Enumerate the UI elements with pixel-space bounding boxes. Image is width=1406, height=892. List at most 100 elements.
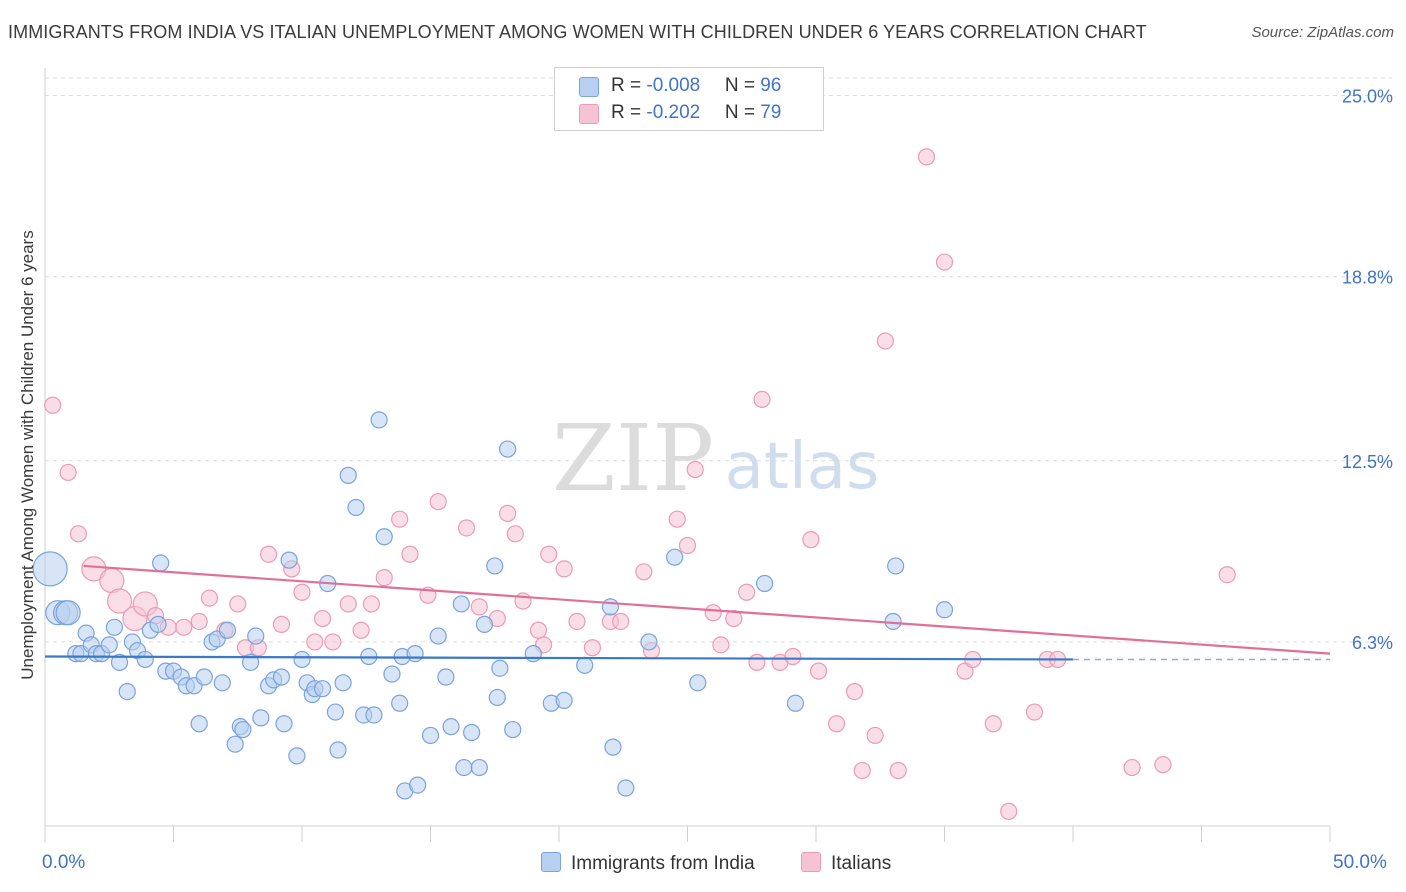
legend-r-label-italians: R = <box>611 102 647 123</box>
legend-n-value-italians: 79 <box>760 102 782 123</box>
india-point <box>421 726 440 745</box>
india-point <box>252 709 270 727</box>
india-point <box>280 551 298 569</box>
italians-point <box>529 621 548 639</box>
italians-point <box>1123 758 1141 777</box>
italians-point <box>1154 756 1172 774</box>
india-point <box>365 706 383 724</box>
italians-point <box>190 612 208 631</box>
italians-point <box>69 525 88 543</box>
italians-point <box>635 563 653 581</box>
italians-point <box>1000 802 1018 820</box>
bottom-legend-india: Immigrants from India <box>541 852 755 875</box>
india-point <box>100 636 118 654</box>
india-point <box>475 615 494 633</box>
legend-n-label-india: N = <box>724 75 761 96</box>
italians-point <box>935 253 954 271</box>
india-point <box>463 723 481 742</box>
italians-point <box>704 604 722 622</box>
india-point <box>666 548 684 566</box>
italians-point <box>568 612 586 631</box>
india-point <box>234 720 252 739</box>
y-tick-label: 18.8% <box>1342 268 1393 288</box>
india-point <box>406 645 424 663</box>
italians-point <box>583 639 602 657</box>
italians-point <box>809 662 828 680</box>
india-point <box>504 720 522 739</box>
italians-point <box>845 682 864 701</box>
y-axis-label: Unemployment Among Women with Children U… <box>18 230 37 680</box>
italians-point <box>59 463 77 482</box>
india-point <box>604 738 622 756</box>
italians-point <box>678 536 697 555</box>
italians-point <box>470 598 488 616</box>
india-point <box>576 656 594 674</box>
india-point <box>149 615 167 633</box>
watermark-zip: ZIP <box>552 405 714 512</box>
italians-point <box>352 621 370 639</box>
india-point <box>689 674 707 692</box>
india-point <box>524 645 542 663</box>
india-point <box>118 682 136 701</box>
stats-legend: R = -0.008 N = 96 R = -0.202 N = 79 <box>554 67 824 131</box>
italians-point <box>827 715 846 733</box>
legend-swatch-italians <box>579 104 599 124</box>
india-point <box>326 703 345 721</box>
india-point <box>601 598 620 616</box>
india-point <box>488 688 506 707</box>
india-point <box>383 665 401 683</box>
india-point <box>640 633 658 651</box>
india-point <box>110 653 129 671</box>
india-point <box>347 498 365 517</box>
india-point <box>329 741 347 759</box>
italians-point <box>499 504 517 522</box>
italians-point <box>917 148 936 166</box>
india-point <box>105 618 123 636</box>
italians-point <box>293 583 311 601</box>
italians-point <box>506 525 524 543</box>
india-point <box>470 758 488 777</box>
italians-point <box>391 510 409 528</box>
legend-r-label-india: R = <box>611 75 647 96</box>
italians-point <box>540 545 558 563</box>
italians-point <box>984 715 1002 733</box>
india-point <box>409 776 427 794</box>
italians-point <box>738 583 756 601</box>
india-point <box>375 528 393 546</box>
italians-point <box>802 531 820 549</box>
india-point <box>429 627 447 645</box>
india-point <box>935 601 954 619</box>
india-point <box>786 694 805 712</box>
india-point <box>370 411 388 429</box>
source-label: Source: ZipAtlas.com <box>1251 24 1394 41</box>
italians-point <box>853 761 871 780</box>
italians-point <box>889 761 907 780</box>
italians-point <box>748 653 766 671</box>
india-point <box>442 718 460 736</box>
india-point <box>218 621 237 639</box>
india-point <box>55 600 81 626</box>
italians-point <box>712 636 730 654</box>
india-point <box>195 668 213 686</box>
india-point <box>136 650 154 669</box>
italians-point <box>753 390 771 409</box>
italians-point <box>306 633 324 651</box>
india-point <box>247 627 265 645</box>
india-point <box>275 715 293 733</box>
india-point <box>755 574 774 593</box>
italians-point <box>175 618 193 636</box>
chart-title: IMMIGRANTS FROM INDIA VS ITALIAN UNEMPLO… <box>8 22 1147 42</box>
india-point <box>152 554 170 572</box>
italians-point <box>200 589 219 607</box>
india-point <box>339 466 357 484</box>
india-point <box>272 668 291 686</box>
italians-point <box>362 595 380 613</box>
india-point <box>887 557 905 575</box>
italians-point <box>457 519 476 537</box>
italians-point <box>725 609 743 628</box>
italians-point <box>1218 566 1236 584</box>
italians-point <box>686 460 704 479</box>
italians-point <box>259 545 278 563</box>
india-point <box>391 694 409 712</box>
india-point <box>555 691 573 709</box>
